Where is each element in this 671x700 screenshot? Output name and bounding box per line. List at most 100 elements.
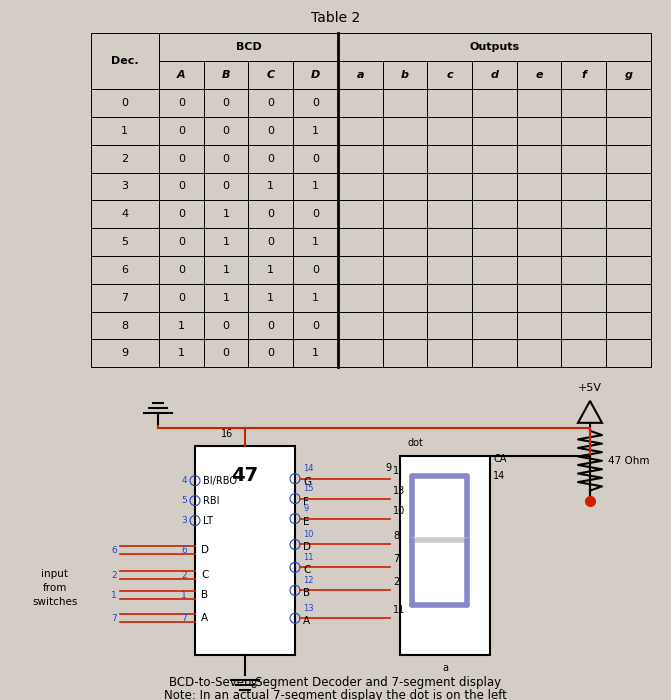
Bar — [159, 61, 204, 89]
Text: +5V: +5V — [578, 383, 602, 393]
Bar — [562, 145, 606, 172]
Bar — [91, 145, 159, 172]
Bar — [472, 117, 517, 145]
Text: 0: 0 — [178, 98, 185, 108]
Bar — [204, 340, 248, 368]
Text: 1: 1 — [223, 237, 229, 247]
Bar — [293, 256, 338, 284]
Text: 12: 12 — [303, 576, 313, 585]
Text: F: F — [303, 496, 309, 507]
Text: 1: 1 — [267, 293, 274, 302]
Bar — [382, 340, 427, 368]
Bar — [338, 89, 382, 117]
Bar — [427, 117, 472, 145]
Bar — [159, 284, 204, 312]
Text: a: a — [442, 663, 448, 673]
Bar — [338, 172, 382, 200]
Bar — [472, 61, 517, 89]
Bar — [606, 89, 651, 117]
Bar — [204, 145, 248, 172]
Bar — [91, 89, 159, 117]
Bar — [204, 172, 248, 200]
Text: 0: 0 — [223, 153, 229, 164]
Text: 2: 2 — [121, 153, 128, 164]
Bar — [338, 340, 382, 368]
Text: 6: 6 — [121, 265, 128, 275]
Text: 0: 0 — [178, 209, 185, 219]
Text: BCD: BCD — [236, 42, 261, 52]
Bar — [293, 172, 338, 200]
Bar — [338, 284, 382, 312]
Bar — [248, 61, 293, 89]
Bar — [159, 256, 204, 284]
Text: 8: 8 — [250, 680, 256, 690]
Bar — [248, 200, 293, 228]
Bar — [517, 284, 562, 312]
Text: 1: 1 — [181, 591, 187, 600]
Text: 14: 14 — [493, 470, 505, 481]
Text: 13: 13 — [393, 486, 405, 496]
Bar — [472, 312, 517, 340]
Bar — [562, 61, 606, 89]
Text: Table 2: Table 2 — [311, 11, 360, 25]
Bar — [248, 228, 293, 256]
Bar — [562, 228, 606, 256]
Bar — [562, 340, 606, 368]
Bar — [427, 145, 472, 172]
Text: 1: 1 — [111, 591, 117, 600]
Text: 0: 0 — [223, 321, 229, 330]
Bar — [91, 256, 159, 284]
Bar — [382, 89, 427, 117]
Bar — [204, 228, 248, 256]
Bar — [606, 340, 651, 368]
Text: 2: 2 — [111, 571, 117, 580]
Text: 6: 6 — [181, 546, 187, 555]
Bar — [159, 117, 204, 145]
Bar — [293, 312, 338, 340]
Bar — [204, 89, 248, 117]
Bar — [204, 284, 248, 312]
Text: 0: 0 — [267, 126, 274, 136]
Text: 0: 0 — [312, 98, 319, 108]
Bar — [382, 145, 427, 172]
Text: 47 Ohm: 47 Ohm — [608, 456, 650, 466]
Text: 0: 0 — [267, 153, 274, 164]
Bar — [91, 172, 159, 200]
Bar — [606, 200, 651, 228]
Text: input
from
switches: input from switches — [32, 569, 78, 608]
Text: C: C — [303, 566, 311, 575]
Text: 1: 1 — [178, 321, 185, 330]
Bar — [293, 340, 338, 368]
Bar — [91, 228, 159, 256]
Text: 14: 14 — [303, 464, 313, 473]
Bar — [382, 312, 427, 340]
Bar — [91, 117, 159, 145]
Text: BCD-to-Seven Segment Decoder and 7-segment display: BCD-to-Seven Segment Decoder and 7-segme… — [169, 676, 501, 689]
Text: D: D — [303, 542, 311, 552]
Text: 1: 1 — [223, 209, 229, 219]
Bar — [159, 34, 338, 61]
Bar — [91, 284, 159, 312]
Text: G: G — [303, 477, 311, 486]
Bar — [159, 340, 204, 368]
Text: LT: LT — [203, 515, 213, 526]
Text: CA: CA — [493, 454, 507, 463]
Text: 0: 0 — [267, 237, 274, 247]
Text: 47: 47 — [231, 466, 258, 485]
Text: 11: 11 — [303, 553, 313, 562]
Text: f: f — [581, 70, 586, 80]
Text: Dec.: Dec. — [111, 56, 139, 66]
Text: D: D — [201, 545, 209, 556]
Bar — [338, 34, 651, 61]
Text: 0: 0 — [223, 126, 229, 136]
Text: 8: 8 — [121, 321, 128, 330]
Bar — [204, 256, 248, 284]
Bar — [91, 312, 159, 340]
Bar — [606, 284, 651, 312]
Bar — [472, 145, 517, 172]
Text: 0: 0 — [267, 321, 274, 330]
Bar — [427, 256, 472, 284]
Text: 0: 0 — [223, 349, 229, 358]
Text: 4: 4 — [121, 209, 128, 219]
Text: 1: 1 — [312, 126, 319, 136]
